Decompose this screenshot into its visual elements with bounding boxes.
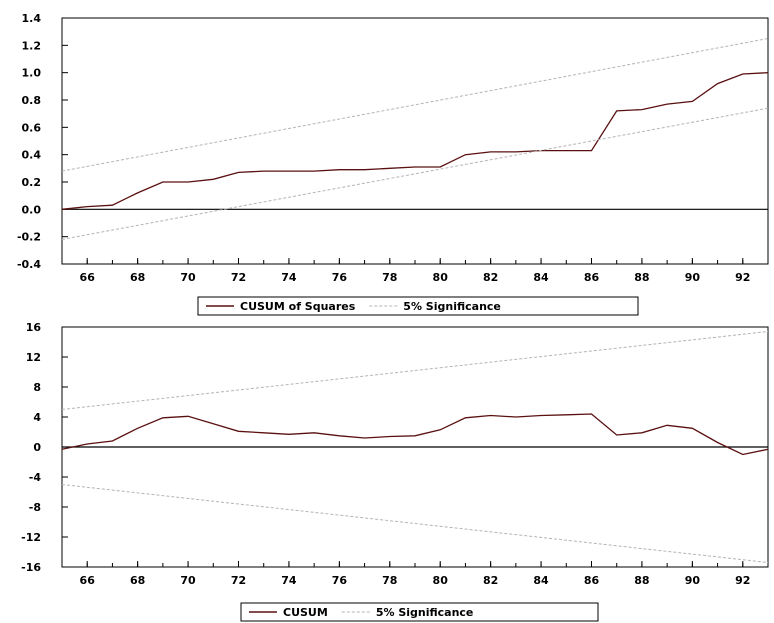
x-tick-label: 70 — [180, 574, 196, 587]
x-tick-label: 66 — [80, 574, 96, 587]
legend-box — [240, 602, 599, 622]
chart-2: -16 -12 -8 -4 0 4 8 12 16 66 68 70 72 74 76 78 80 82 84 86 8… — [21, 321, 769, 622]
cusum-line — [61, 72, 769, 210]
x-tick-label: 92 — [735, 271, 750, 284]
x-tick-label: 66 — [80, 271, 96, 284]
y-tick-label: 0 — [33, 441, 41, 454]
x-tick-label: 80 — [433, 574, 449, 587]
x-tick-label: 84 — [533, 574, 549, 587]
legend-label-significance: 5% Significance — [403, 300, 501, 313]
legend-label-significance: 5% Significance — [376, 606, 474, 619]
x-tick-label: 78 — [382, 574, 397, 587]
x-tick-label: 90 — [685, 271, 701, 284]
x-tick-label: 86 — [584, 574, 600, 587]
x-tick-label: 68 — [130, 574, 145, 587]
chart-1: -0.4 -0.2 0.0 0.2 0.4 0.6 0.8 1.0 1.2 1.4 66 68 70 72… — [17, 12, 769, 316]
x-tick-label: 88 — [634, 574, 649, 587]
y-tick-label: 0.6 — [22, 121, 42, 134]
y-tick-label: -0.2 — [17, 231, 41, 244]
lower-significance-line — [61, 484, 769, 563]
cusum-line — [61, 413, 769, 456]
legend-box — [197, 296, 639, 316]
x-tick-label: 90 — [685, 574, 701, 587]
x-tick-label: 92 — [735, 574, 750, 587]
y-tick-label: 0.8 — [22, 94, 42, 107]
x-tick-label: 76 — [332, 271, 348, 284]
x-tick-label: 74 — [281, 574, 297, 587]
x-tick-label: 86 — [584, 271, 600, 284]
x-tick-label: 76 — [332, 574, 348, 587]
x-tick-label: 84 — [533, 271, 549, 284]
y-tick-label: 1.0 — [22, 67, 42, 80]
x-tick-label: 78 — [382, 271, 397, 284]
legend-label-cusum: CUSUM — [283, 606, 328, 619]
y-tick-label: 4 — [33, 411, 41, 424]
y-tick-label: -12 — [21, 531, 41, 544]
legend: CUSUM 5% Significance — [240, 602, 599, 622]
y-tick-label: 16 — [26, 321, 42, 334]
x-tick-label: 82 — [483, 574, 498, 587]
x-tick-label: 80 — [433, 271, 449, 284]
y-tick-label: -0.4 — [17, 258, 41, 271]
y-tick-label: 0.2 — [22, 176, 42, 189]
y-tick-label: -16 — [21, 561, 41, 574]
y-tick-label: 12 — [26, 351, 41, 364]
y-tick-label: 1.4 — [22, 12, 42, 25]
y-tick-label: 0.4 — [22, 149, 42, 162]
y-tick-label: -8 — [29, 501, 41, 514]
x-tick-label: 68 — [130, 271, 145, 284]
x-tick-label: 88 — [634, 271, 649, 284]
y-tick-label: 0.0 — [22, 203, 42, 216]
legend: CUSUM of Squares 5% Significance — [197, 296, 639, 316]
x-tick-label: 70 — [180, 271, 196, 284]
x-tick-label: 82 — [483, 271, 498, 284]
x-tick-label: 74 — [281, 271, 297, 284]
upper-significance-line — [61, 331, 769, 410]
y-tick-label: 1.2 — [22, 39, 42, 52]
legend-label-cusum: CUSUM of Squares — [240, 300, 356, 313]
y-tick-label: 8 — [33, 381, 41, 394]
x-tick-label: 72 — [231, 271, 246, 284]
y-tick-label: -4 — [29, 471, 42, 484]
x-tick-label: 72 — [231, 574, 246, 587]
